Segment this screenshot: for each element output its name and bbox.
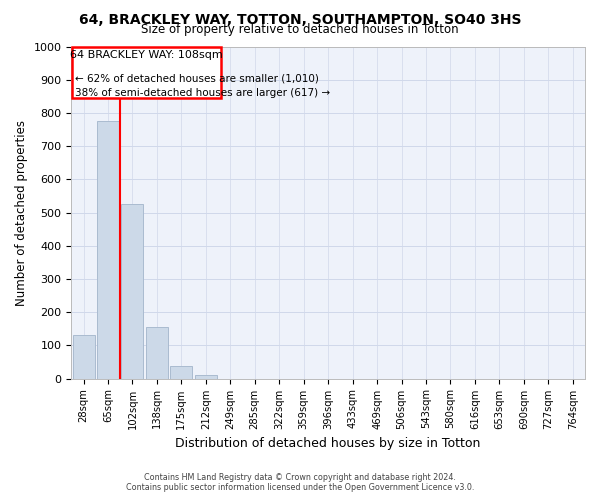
Text: Contains HM Land Registry data © Crown copyright and database right 2024.
Contai: Contains HM Land Registry data © Crown c…: [126, 473, 474, 492]
FancyBboxPatch shape: [72, 46, 221, 98]
Bar: [97, 121, 119, 378]
Text: 38% of semi-detached houses are larger (617) →: 38% of semi-detached houses are larger (…: [76, 88, 331, 98]
Text: 64, BRACKLEY WAY, TOTTON, SOUTHAMPTON, SO40 3HS: 64, BRACKLEY WAY, TOTTON, SOUTHAMPTON, S…: [79, 12, 521, 26]
Y-axis label: Number of detached properties: Number of detached properties: [15, 120, 28, 306]
X-axis label: Distribution of detached houses by size in Totton: Distribution of detached houses by size …: [175, 437, 481, 450]
Bar: [73, 336, 95, 378]
Bar: [170, 366, 193, 378]
Text: 64 BRACKLEY WAY: 108sqm: 64 BRACKLEY WAY: 108sqm: [70, 50, 223, 60]
Text: Size of property relative to detached houses in Totton: Size of property relative to detached ho…: [141, 22, 459, 36]
Bar: [195, 374, 217, 378]
Bar: [121, 204, 143, 378]
Text: ← 62% of detached houses are smaller (1,010): ← 62% of detached houses are smaller (1,…: [76, 73, 319, 83]
Bar: [146, 327, 168, 378]
